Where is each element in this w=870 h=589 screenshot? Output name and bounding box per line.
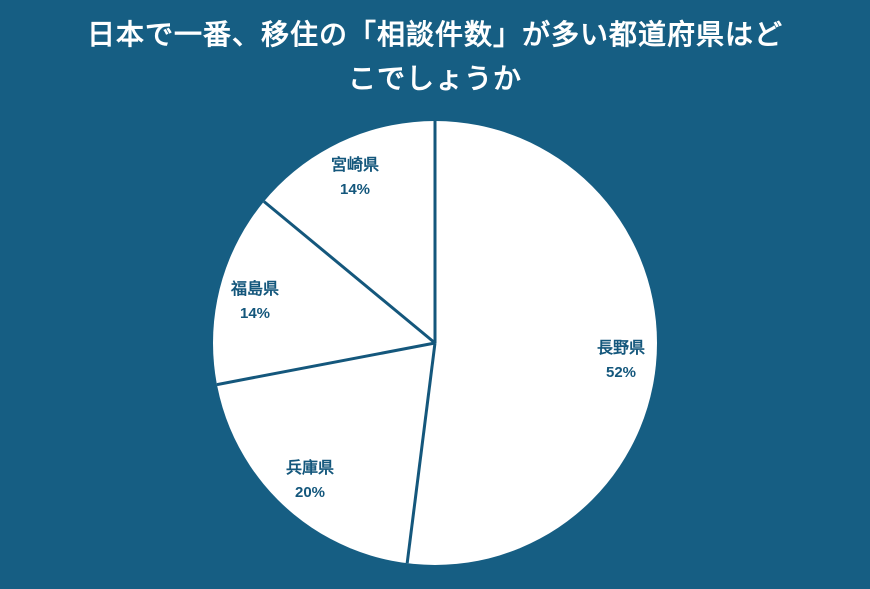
slice-percent: 20% [294, 484, 326, 501]
slice-name: 長野県 [596, 340, 645, 357]
slice-percent: 14% [339, 181, 371, 198]
slice-name: 宮崎県 [330, 157, 379, 174]
pie-label-nagano: 長野県 52% [551, 337, 691, 385]
page-title: 日本で一番、移住の「相談件数」が多い都道府県はど こでしょうか [0, 13, 870, 101]
slice-name: 兵庫県 [285, 460, 334, 477]
pie-label-fukushima: 福島県 14% [185, 278, 325, 326]
slice-percent: 52% [605, 364, 637, 381]
pie-label-miyazaki: 宮崎県 14% [285, 154, 425, 202]
pie-label-hyogo: 兵庫県 20% [240, 457, 380, 505]
title-line-2: こでしょうか [347, 63, 522, 94]
slice-name: 福島県 [230, 281, 279, 298]
slice-percent: 14% [239, 305, 271, 322]
title-line-1: 日本で一番、移住の「相談件数」が多い都道府県はど [86, 19, 783, 50]
